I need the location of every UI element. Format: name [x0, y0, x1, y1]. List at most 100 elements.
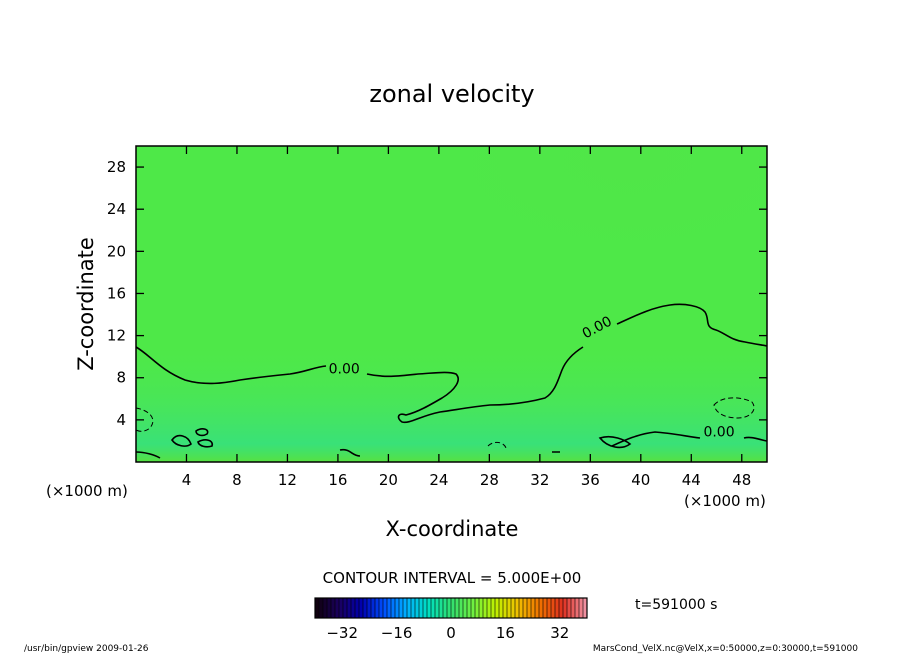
colorbar: −32 −16 0 16 32 [314, 597, 588, 642]
colorbar-swatch [523, 598, 528, 618]
colorbar-swatch [491, 598, 496, 618]
colorbar-swatch [543, 598, 548, 618]
colorbar-swatch [339, 598, 344, 618]
colorbar-swatch [451, 598, 456, 618]
colorbar-swatch [387, 598, 392, 618]
colorbar-swatch [335, 598, 340, 618]
colorbar-swatch [447, 598, 452, 618]
y-tick-label: 4 [116, 411, 126, 429]
colorbar-swatch [511, 598, 516, 618]
x-tick-label: 4 [182, 471, 192, 489]
colorbar-tick-label: −32 [326, 624, 358, 642]
colorbar-swatch [499, 598, 504, 618]
colorbar-swatch [399, 598, 404, 618]
colorbar-swatch [383, 598, 388, 618]
colorbar-tick-label: 16 [496, 624, 515, 642]
colorbar-swatch [467, 598, 472, 618]
colorbar-swatch [459, 598, 464, 618]
colorbar-swatch [431, 598, 436, 618]
x-tick-label: 48 [732, 471, 751, 489]
y-tick-label: 12 [107, 327, 126, 345]
colorbar-swatch [415, 598, 420, 618]
contour-loop-2 [195, 428, 209, 437]
colorbar-swatch [411, 598, 416, 618]
colorbar-swatch [427, 598, 432, 618]
colorbar-swatch [535, 598, 540, 618]
contour-label: 0.00 [329, 362, 360, 378]
x-tick-label: 8 [232, 471, 242, 489]
y-axis-label: Z-coordinate [74, 237, 98, 371]
colorbar-swatch [419, 598, 424, 618]
contour-loop-1 [171, 434, 192, 447]
colorbar-swatch [363, 598, 368, 618]
colorbar-swatch [347, 598, 352, 618]
field-bottom-shade [136, 340, 767, 462]
colorbar-swatch [391, 598, 396, 618]
contour-lines [135, 303, 768, 459]
footer-left: /usr/bin/gpview 2009-01-26 [24, 644, 149, 654]
colorbar-swatch [503, 598, 508, 618]
x-unit-left: (×1000 m) [46, 482, 128, 500]
dashed-contour-left [135, 407, 154, 432]
colorbar-swatch [315, 598, 320, 618]
colorbar-swatch [515, 598, 520, 618]
colorbar-swatch [443, 598, 448, 618]
colorbar-swatch [475, 598, 480, 618]
x-tick-label: 32 [530, 471, 549, 489]
negative-contours [135, 397, 755, 449]
colorbar-swatch [343, 598, 348, 618]
colorbar-swatch [439, 598, 444, 618]
x-unit-right: (×1000 m) [684, 492, 766, 510]
contour-bottom-edge [135, 448, 560, 459]
contour-interval: CONTOUR INTERVAL = 5.000E+00 [323, 569, 582, 587]
colorbar-swatch [359, 598, 364, 618]
colorbar-swatch [479, 598, 484, 618]
colorbar-swatch [555, 598, 560, 618]
colorbar-swatch [547, 598, 552, 618]
x-tick-label: 24 [429, 471, 448, 489]
colorbar-swatch [463, 598, 468, 618]
colorbar-tick-label: 32 [550, 624, 569, 642]
colorbar-swatch [395, 598, 400, 618]
colorbar-swatch [539, 598, 544, 618]
colorbar-swatch [455, 598, 460, 618]
colorbar-swatch [579, 598, 584, 618]
colorbar-swatch [371, 598, 376, 618]
colorbar-tick-label: −16 [381, 624, 413, 642]
colorbar-swatch [375, 598, 380, 618]
colorbar-swatch [435, 598, 440, 618]
colorbar-swatch [531, 598, 536, 618]
colorbar-tick-label: 0 [446, 624, 456, 642]
colorbar-swatch [571, 598, 576, 618]
colorbar-swatch [403, 598, 408, 618]
x-tick-label: 12 [278, 471, 297, 489]
colorbar-swatch [483, 598, 488, 618]
x-tick-label: 44 [682, 471, 701, 489]
contour-label: 0.00 [703, 425, 734, 441]
plot-area: 0.000.000.00 [135, 145, 768, 463]
y-tick-label: 16 [107, 284, 126, 302]
footer-right: MarsCond_VelX.nc@VelX,x=0:50000,z=0:3000… [593, 644, 858, 654]
x-tick-label: 20 [379, 471, 398, 489]
colorbar-swatch [319, 598, 324, 618]
dashed-contour-right [713, 397, 755, 419]
x-tick-label: 40 [631, 471, 650, 489]
colorbar-swatch [563, 598, 568, 618]
x-tick-label: 16 [328, 471, 347, 489]
colorbar-swatch [527, 598, 532, 618]
colorbar-swatch [355, 598, 360, 618]
plot-frame [135, 145, 768, 463]
colorbar-swatch [331, 598, 336, 618]
colorbar-swatch [495, 598, 500, 618]
colorbar-swatch [367, 598, 372, 618]
y-tick-label: 8 [116, 369, 126, 387]
colorbar-swatch [323, 598, 328, 618]
x-axis: 4 8 12 16 20 24 28 32 36 40 44 48 [182, 146, 751, 489]
colorbar-swatch [519, 598, 524, 618]
y-tick-label: 24 [107, 200, 126, 218]
colorbar-swatch [559, 598, 564, 618]
y-tick-label: 28 [107, 158, 126, 176]
colorbar-swatch [567, 598, 572, 618]
colorbar-swatch [351, 598, 356, 618]
